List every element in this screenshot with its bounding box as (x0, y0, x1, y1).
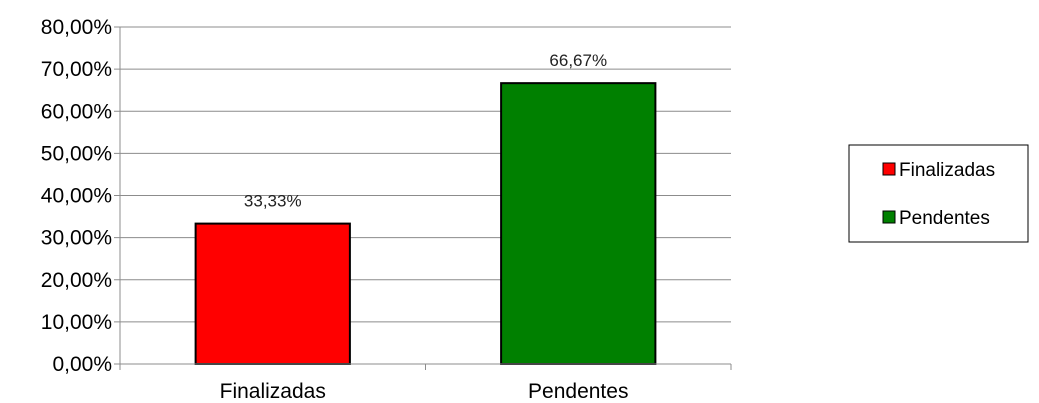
y-tick-label: 30,00% (41, 227, 112, 250)
data-label-pendentes: 66,67% (549, 51, 607, 70)
y-tick-label: 10,00% (41, 311, 112, 334)
x-category-label: Pendentes (528, 380, 628, 403)
bar-finalizadas (194, 222, 351, 365)
legend: Finalizadas Pendentes (848, 144, 1029, 243)
legend-box (848, 144, 1029, 243)
y-tick-label: 40,00% (41, 185, 112, 208)
bar-pendentes (500, 82, 657, 366)
legend-swatch-pendentes (882, 210, 896, 224)
y-tick-label: 80,00% (41, 16, 112, 39)
y-tick-label: 0,00% (52, 353, 112, 376)
y-tick-label: 60,00% (41, 100, 112, 123)
bars (194, 82, 657, 366)
legend-label-pendentes: Pendentes (899, 208, 990, 229)
axes (114, 26, 732, 370)
y-axis-tick-labels: 0,00% 10,00% 20,00% 30,00% 40,00% 50,00% 60,00… (41, 16, 112, 376)
x-axis-category-labels: Finalizadas Pendentes (220, 380, 629, 403)
y-tick-label: 20,00% (41, 269, 112, 292)
legend-label-finalizadas: Finalizadas (899, 160, 995, 181)
legend-swatch-finalizadas (882, 162, 896, 176)
y-tick-label: 50,00% (41, 142, 112, 165)
y-tick-label: 70,00% (41, 58, 112, 81)
data-label-finalizadas: 33,33% (244, 192, 302, 211)
x-category-label: Finalizadas (220, 380, 326, 403)
data-labels: 33,33% 66,67% (244, 51, 607, 210)
